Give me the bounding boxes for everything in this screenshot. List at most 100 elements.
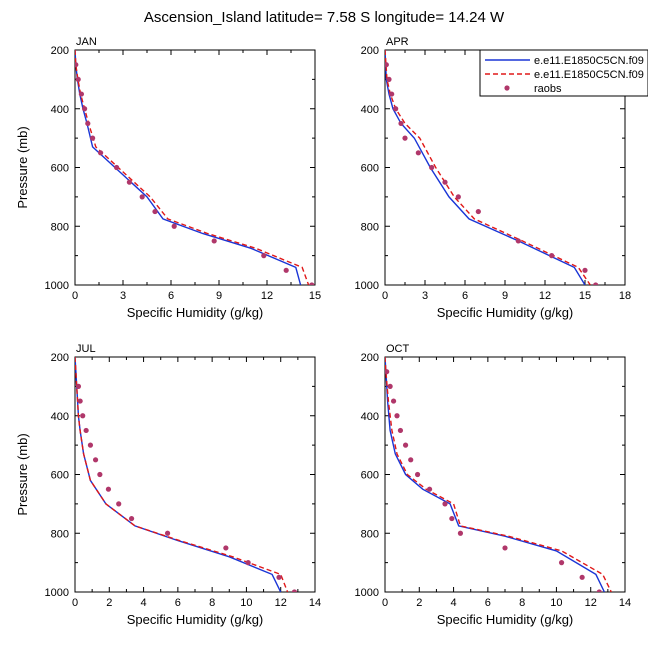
y-tick-label: 1000	[355, 280, 379, 292]
legend-label: e.e11.E1850C5CN.f09	[534, 55, 644, 67]
y-tick-label: 800	[51, 528, 69, 540]
raobs-point	[389, 91, 395, 97]
raobs-point	[415, 150, 421, 156]
model-dashed-line	[385, 50, 591, 285]
legend-label: e.e11.E1850C5CN.f09	[534, 69, 644, 81]
x-tick-label: 2	[416, 597, 422, 609]
x-tick-label: 4	[451, 597, 457, 609]
y-tick-label: 200	[51, 352, 69, 364]
y-tick-label: 600	[51, 470, 69, 482]
y-tick-label: 400	[361, 411, 379, 423]
x-tick-label: 6	[175, 597, 181, 609]
y-tick-label: 1000	[45, 280, 69, 292]
plot-area	[385, 50, 599, 285]
raobs-point	[116, 501, 122, 507]
raobs-point	[385, 62, 389, 68]
model-dashed-line	[385, 357, 612, 592]
legend: e.e11.E1850C5CN.f09 e.e11.E1850C5CN.f09 ra…	[479, 49, 648, 97]
y-tick-label: 400	[51, 411, 69, 423]
y-tick-label: 800	[361, 221, 379, 233]
figure-title: Ascension_Island latitude= 7.58 S longit…	[144, 9, 505, 26]
raobs-point	[164, 530, 171, 536]
x-tick-label: 10	[550, 597, 562, 609]
y-tick-label: 400	[51, 104, 69, 116]
x-tick-label: 8	[209, 597, 215, 609]
raobs-point	[549, 253, 555, 259]
y-axis-label: Pressure (mb)	[15, 433, 30, 515]
y-tick-label: 800	[361, 528, 379, 540]
plot-area	[75, 50, 315, 285]
raobs-point	[429, 164, 435, 171]
raobs-point	[291, 589, 298, 592]
raobs-point	[402, 135, 408, 141]
raobs-point	[152, 208, 158, 215]
panel-label: JUL	[76, 343, 96, 355]
raobs-point	[261, 253, 267, 259]
x-tick-label: 6	[168, 290, 174, 302]
x-tick-label: 0	[382, 290, 388, 302]
raobs-point	[394, 413, 400, 419]
y-tick-label: 200	[361, 352, 379, 364]
raobs-point	[393, 106, 399, 112]
raobs-point	[92, 457, 99, 463]
y-tick-label: 400	[361, 104, 379, 116]
model-dashed-line	[75, 357, 289, 592]
plot-frame	[74, 356, 316, 593]
raobs-point	[582, 267, 588, 273]
x-tick-label: 2	[106, 597, 112, 609]
raobs-point	[442, 179, 448, 185]
y-tick-label: 1000	[355, 587, 379, 599]
raobs-point	[98, 150, 104, 156]
x-tick-label: 15	[309, 290, 321, 302]
raobs-point	[426, 486, 433, 492]
y-tick-label: 200	[361, 45, 379, 57]
raobs-point	[128, 515, 135, 522]
raobs-point	[309, 282, 315, 285]
model-solid-line	[385, 357, 606, 592]
x-tick-label: 6	[462, 290, 468, 302]
raobs-point	[414, 471, 421, 478]
x-tick-label: 10	[240, 597, 252, 609]
panel-label: JAN	[76, 36, 97, 48]
x-tick-label: 3	[120, 290, 126, 302]
x-tick-label: 3	[422, 290, 428, 302]
x-axis-label: Specific Humidity (g/kg)	[437, 612, 574, 627]
x-tick-label: 4	[141, 597, 147, 609]
x-axis-label: Specific Humidity (g/kg)	[127, 612, 264, 627]
raobs-point	[211, 238, 217, 244]
raobs-point	[475, 208, 481, 215]
y-tick-label: 1000	[45, 587, 69, 599]
raobs-point	[77, 398, 83, 404]
raobs-point	[82, 106, 88, 112]
raobs-point	[579, 574, 585, 580]
y-tick-label: 600	[361, 470, 379, 482]
raobs-point	[80, 413, 86, 419]
raobs-point	[105, 486, 112, 492]
y-tick-label: 800	[51, 221, 69, 233]
panel-label: OCT	[386, 343, 410, 355]
x-tick-label: 9	[502, 290, 508, 302]
plot-frame	[384, 356, 626, 593]
raobs-point	[387, 383, 393, 389]
raobs-point	[83, 427, 89, 434]
y-axis-label: Pressure (mb)	[15, 126, 30, 208]
raobs-point	[455, 194, 461, 200]
x-tick-label: 0	[72, 597, 78, 609]
raobs-point	[126, 179, 132, 185]
y-tick-label: 200	[51, 45, 69, 57]
raobs-point	[114, 164, 120, 171]
raobs-point	[87, 442, 94, 448]
raobs-point	[75, 76, 81, 82]
raobs-point	[502, 545, 508, 551]
raobs-point	[386, 76, 392, 82]
x-tick-label: 12	[275, 597, 287, 609]
raobs-point	[171, 223, 177, 229]
raobs-point	[515, 238, 521, 244]
model-solid-line	[385, 50, 586, 285]
raobs-point	[283, 267, 289, 273]
x-axis-label: Specific Humidity (g/kg)	[437, 305, 574, 320]
panel-oct: 0 2 4 6 8 10 12 14 200 400 600 800 1000 OCT Specific H…	[355, 343, 632, 627]
raobs-point	[78, 91, 84, 97]
